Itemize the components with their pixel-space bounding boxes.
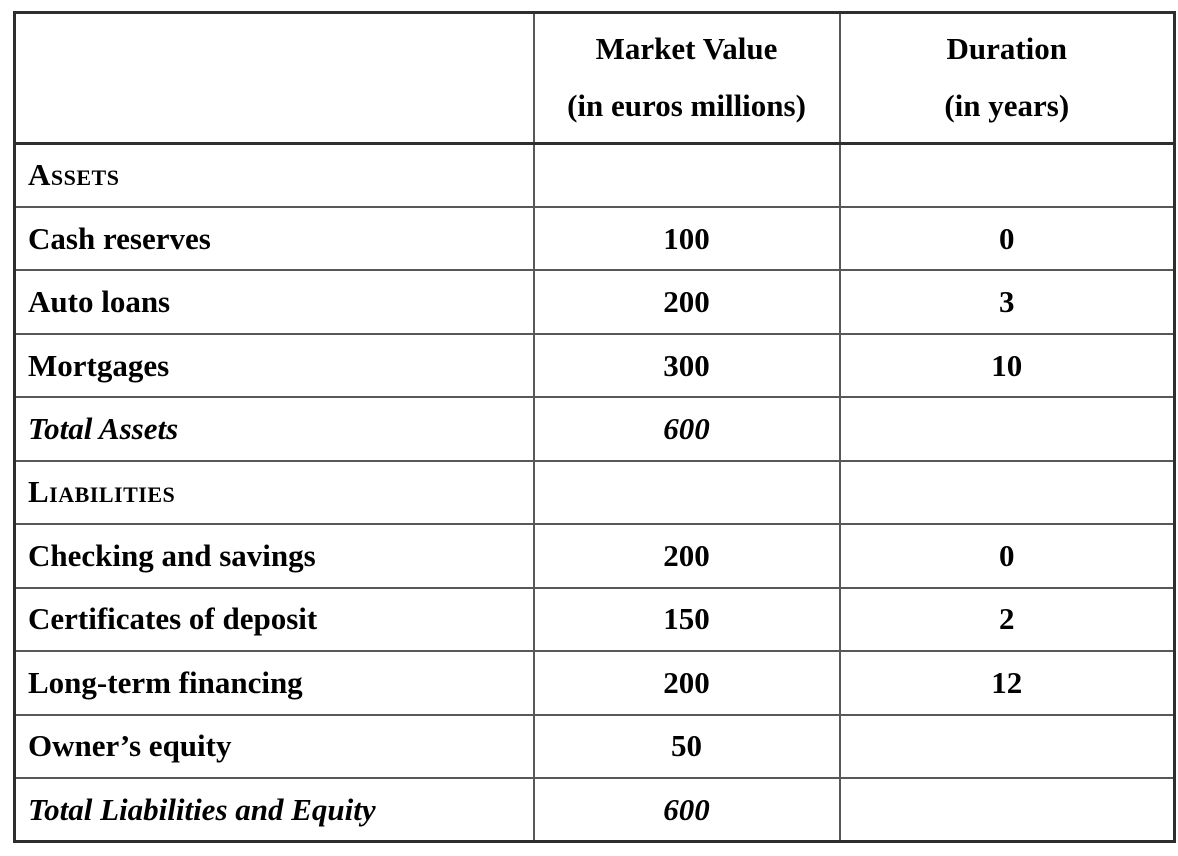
header-cell-empty <box>13 11 535 145</box>
row-label: Liabilities <box>13 459 535 526</box>
row-label: Checking and savings <box>13 523 535 589</box>
balance-sheet-container: Market Value (in euros millions) Duratio… <box>13 11 1176 844</box>
table-row: Checking and savings 200 0 <box>13 523 1176 589</box>
market-value-header-line2: (in euros millions) <box>567 88 806 123</box>
market-value-header-line1: Market Value <box>595 31 778 67</box>
row-market-value: 150 <box>532 586 841 653</box>
table-row: Total Assets 600 <box>13 396 1176 462</box>
row-market-value: 200 <box>532 269 841 335</box>
row-duration: 3 <box>838 269 1176 335</box>
row-market-value: 100 <box>532 205 841 272</box>
row-market-value: 300 <box>532 332 841 399</box>
row-market-value: 200 <box>532 650 841 716</box>
row-duration: 0 <box>838 205 1176 272</box>
header-cell-market-value: Market Value (in euros millions) <box>532 11 841 145</box>
row-duration <box>838 396 1176 462</box>
table-row: Certificates of deposit 150 2 <box>13 586 1176 653</box>
table-row: Long-term financing 200 12 <box>13 650 1176 716</box>
row-label: Total Assets <box>13 396 535 462</box>
row-duration: 0 <box>838 523 1176 589</box>
row-label: Certificates of deposit <box>13 586 535 653</box>
table-body: Assets Cash reserves 100 0 Auto loans 20… <box>13 141 1176 844</box>
row-market-value <box>532 459 841 526</box>
row-label: Assets <box>13 141 535 208</box>
row-market-value <box>532 141 841 208</box>
row-market-value: 50 <box>532 713 841 780</box>
table-row: Assets <box>13 141 1176 208</box>
row-duration <box>838 141 1176 208</box>
table-header: Market Value (in euros millions) Duratio… <box>13 11 1176 145</box>
row-duration <box>838 459 1176 526</box>
row-label: Owner’s equity <box>13 713 535 780</box>
duration-header-line1: Duration <box>946 31 1068 67</box>
row-label: Cash reserves <box>13 205 535 272</box>
table-row: Cash reserves 100 0 <box>13 205 1176 272</box>
row-duration <box>838 713 1176 780</box>
header-row: Market Value (in euros millions) Duratio… <box>13 11 1176 145</box>
row-market-value: 600 <box>532 396 841 462</box>
duration-header-line2: (in years) <box>944 88 1070 123</box>
row-label: Mortgages <box>13 332 535 399</box>
header-cell-duration: Duration (in years) <box>838 11 1176 145</box>
row-label: Auto loans <box>13 269 535 335</box>
row-duration: 2 <box>838 586 1176 653</box>
row-duration: 10 <box>838 332 1176 399</box>
row-duration <box>838 777 1176 844</box>
table-row: Liabilities <box>13 459 1176 526</box>
row-label: Long-term financing <box>13 650 535 716</box>
table-row: Auto loans 200 3 <box>13 269 1176 335</box>
balance-sheet-table: Market Value (in euros millions) Duratio… <box>13 11 1176 844</box>
table-row: Owner’s equity 50 <box>13 713 1176 780</box>
row-label: Total Liabilities and Equity <box>13 777 535 844</box>
row-duration: 12 <box>838 650 1176 716</box>
row-market-value: 600 <box>532 777 841 844</box>
table-row: Mortgages 300 10 <box>13 332 1176 399</box>
row-market-value: 200 <box>532 523 841 589</box>
table-row: Total Liabilities and Equity 600 <box>13 777 1176 844</box>
